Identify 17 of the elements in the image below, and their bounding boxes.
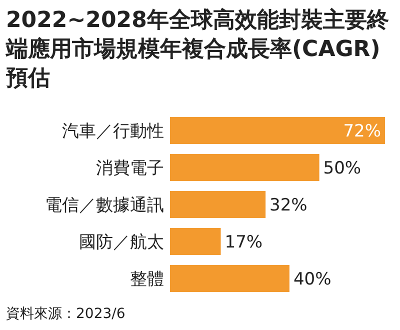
data-label: 17% <box>224 232 263 252</box>
data-label: 32% <box>270 196 308 216</box>
y-tick-label: 消費電子 <box>96 158 164 178</box>
data-label: 40% <box>293 270 332 290</box>
y-tick-label: 電信／數據通訊 <box>45 196 164 216</box>
chart-title: 2022~2028年全球高效能封裝主要終端應用市場規模年複合成長率(CAGR)預估 <box>5 7 389 91</box>
data-label: 50% <box>323 158 362 178</box>
bar <box>170 228 221 255</box>
bar <box>170 117 385 144</box>
y-tick-label: 汽車／行動性 <box>62 122 164 142</box>
source-note: 資料來源：2023/6 <box>6 306 126 322</box>
data-label: 72% <box>343 122 381 142</box>
y-tick-label: 整體 <box>130 270 164 290</box>
y-tick-label: 國防／航太 <box>79 232 164 252</box>
bar <box>170 265 290 292</box>
bar <box>170 191 266 218</box>
bar <box>170 154 320 181</box>
